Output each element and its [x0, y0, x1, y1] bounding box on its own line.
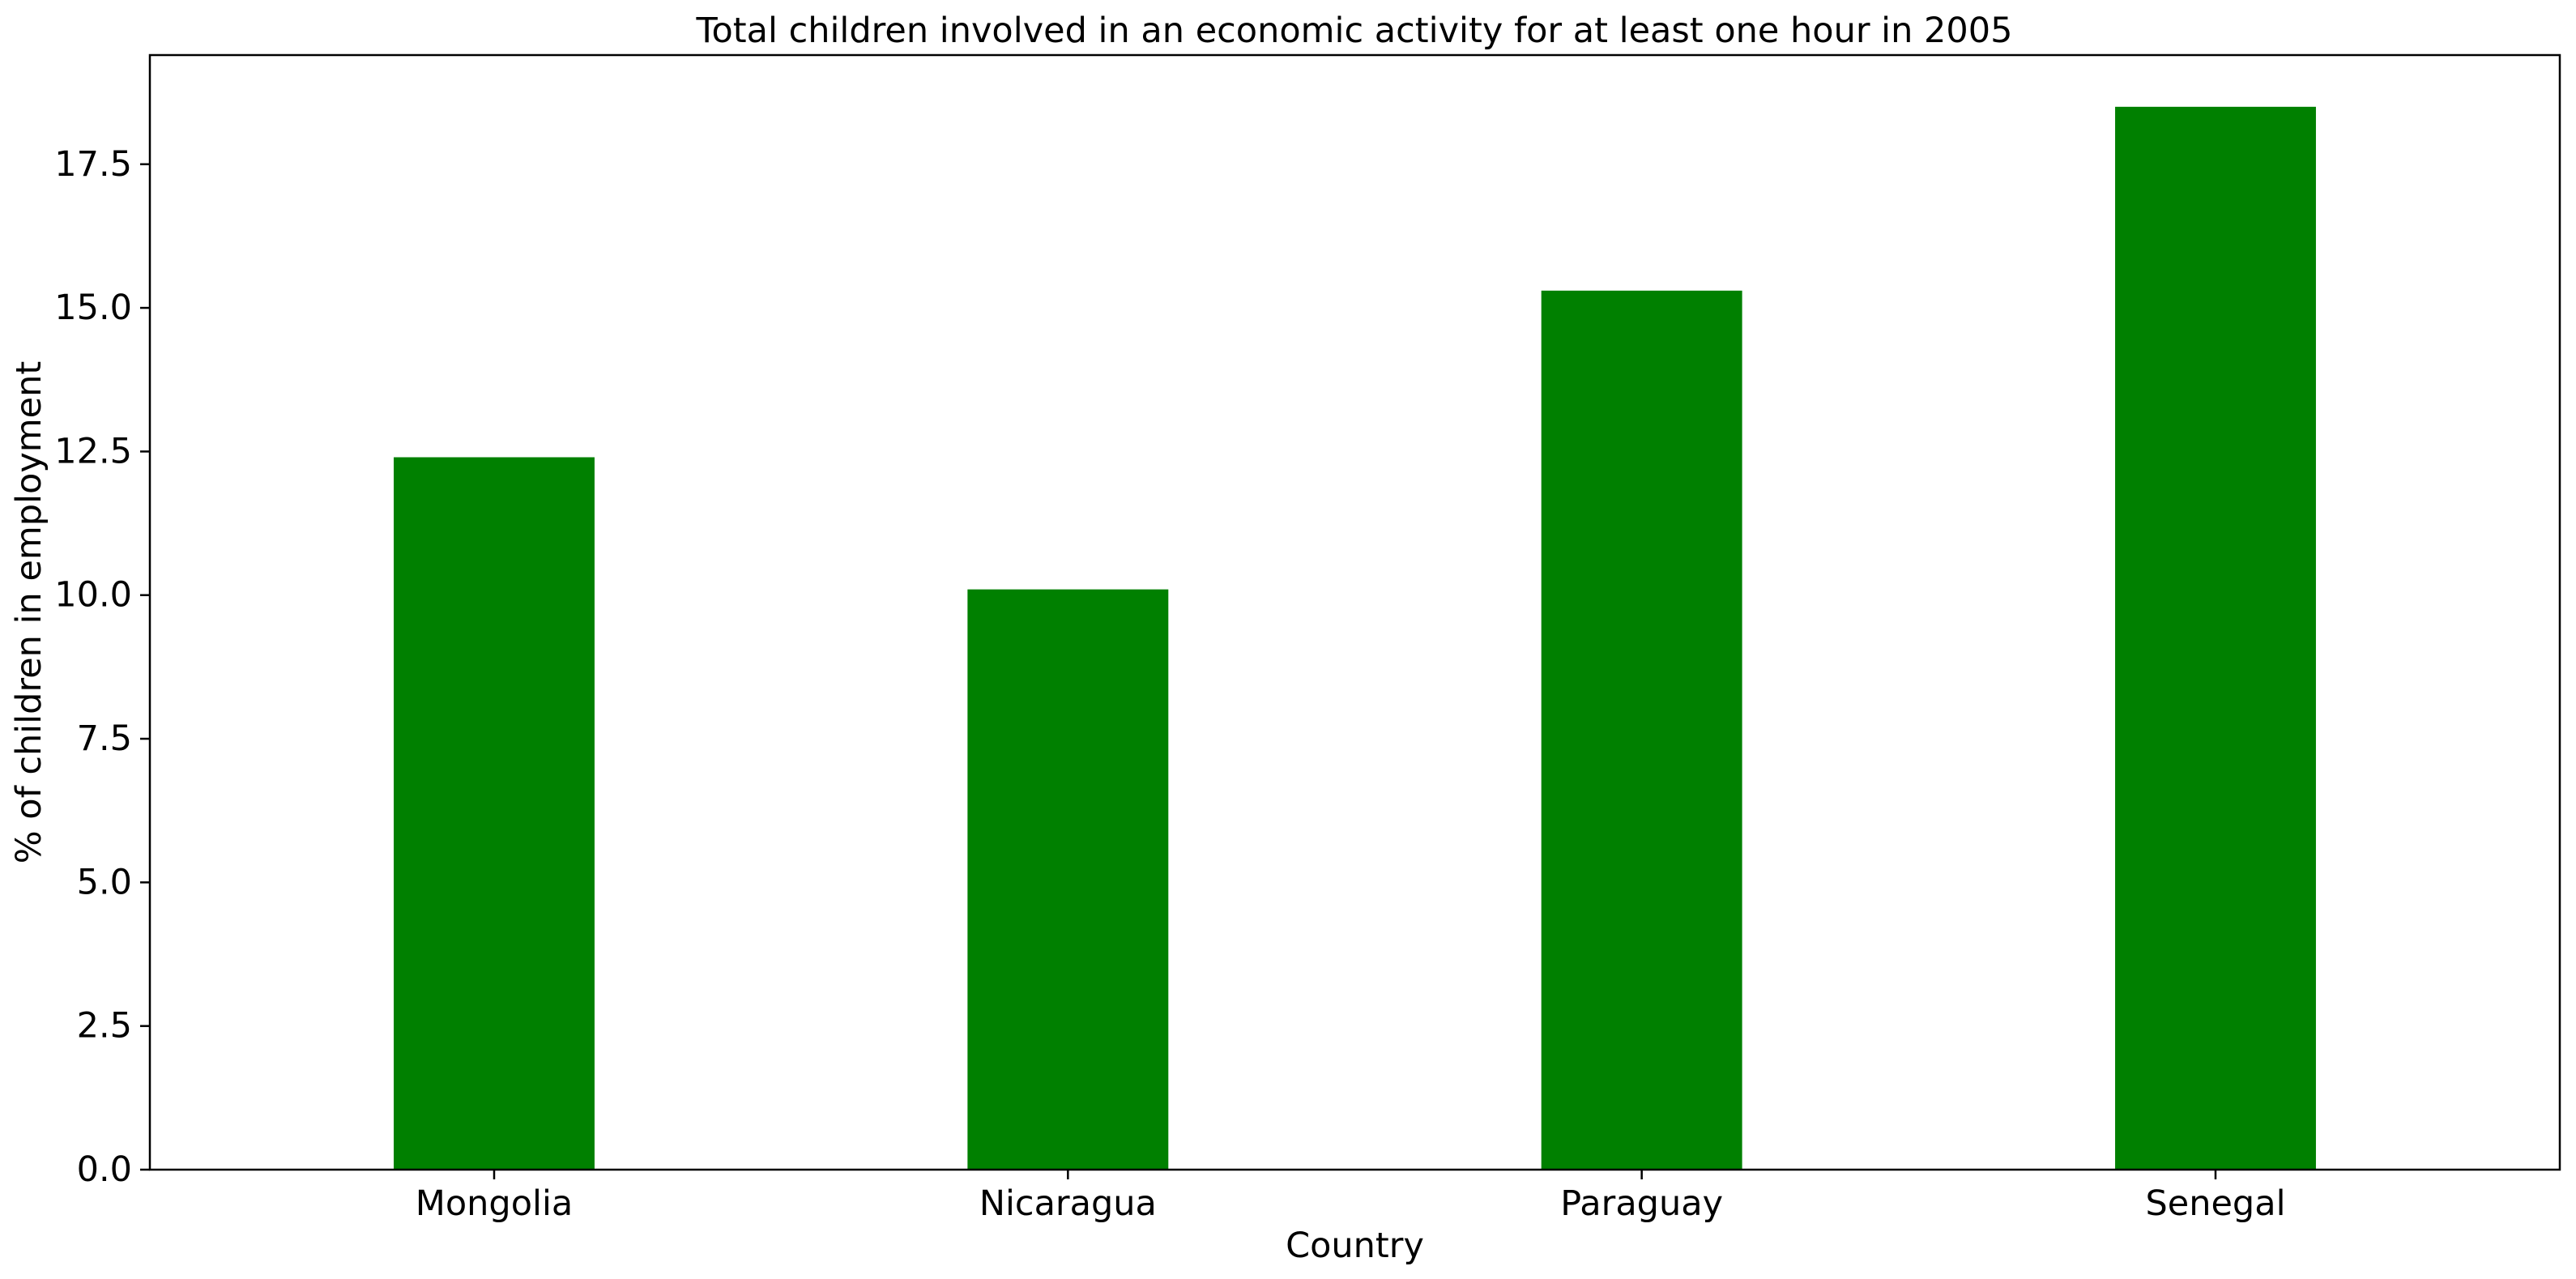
plot-area-frame	[148, 53, 2561, 1171]
chart-title: Total children involved in an economic a…	[696, 11, 2013, 51]
y-tick-label: 0.0	[77, 1149, 132, 1190]
bar-mongolia	[394, 457, 595, 1170]
x-tick-label-senegal: Senegal	[2145, 1183, 2285, 1224]
y-tick-label: 2.5	[77, 1006, 132, 1047]
x-tick-label-nicaragua: Nicaragua	[979, 1183, 1157, 1224]
y-tick-label: 15.0	[54, 288, 132, 328]
y-tick-label: 10.0	[54, 575, 132, 616]
x-tick-label-paraguay: Paraguay	[1560, 1183, 1723, 1224]
bar-senegal	[2115, 106, 2316, 1170]
bars-layer	[394, 106, 2316, 1170]
y-tick-label: 12.5	[54, 431, 132, 471]
y-tick-label: 5.0	[77, 862, 132, 902]
y-axis-ticks: 0.0 2.5 5.0 7.5 10.0 12.5 15.0 17.5	[54, 144, 150, 1190]
x-tick-label-mongolia: Mongolia	[416, 1183, 574, 1224]
x-axis-label: Country	[1286, 1226, 1424, 1266]
y-tick-label: 7.5	[77, 718, 132, 759]
bar-paraguay	[1541, 290, 1742, 1170]
x-axis-ticks: Mongolia Nicaragua Paraguay Senegal	[416, 1170, 2286, 1224]
y-axis-label: % of children in employment	[9, 361, 49, 864]
y-tick-label: 17.5	[54, 144, 132, 185]
bar-nicaragua	[967, 589, 1169, 1170]
